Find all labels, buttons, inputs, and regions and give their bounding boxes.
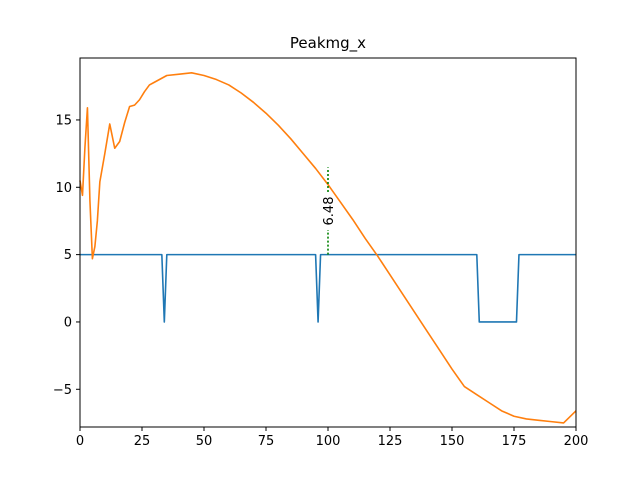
plot-frame bbox=[79, 57, 577, 428]
x-tick-label: 50 bbox=[196, 434, 213, 449]
series-line-peak_curve bbox=[79, 72, 577, 424]
x-tick-label: 150 bbox=[440, 434, 465, 449]
x-tick-label: 100 bbox=[316, 434, 341, 449]
y-axis: −5 0 5 10 15 bbox=[53, 113, 80, 398]
y-tick-label: 5 bbox=[64, 248, 72, 263]
y-tick-label: 0 bbox=[64, 315, 72, 330]
y-tick-label: 10 bbox=[55, 181, 72, 196]
x-tick-label: 175 bbox=[502, 434, 527, 449]
plot-area: 6.48 bbox=[79, 72, 577, 424]
x-axis: 0 25 50 75 100 125 150 175 200 bbox=[76, 427, 589, 449]
annotation-label: 6.48 bbox=[322, 197, 337, 226]
y-tick-label: −5 bbox=[53, 383, 72, 398]
x-tick-label: 75 bbox=[258, 434, 275, 449]
y-tick-label: 15 bbox=[55, 113, 72, 128]
series-line-signal_steps bbox=[80, 253, 576, 323]
x-tick-label: 0 bbox=[76, 434, 84, 449]
x-tick-label: 25 bbox=[134, 434, 151, 449]
x-tick-label: 125 bbox=[378, 434, 403, 449]
chart-title: Peakmg_x bbox=[290, 34, 366, 53]
x-tick-label: 200 bbox=[564, 434, 589, 449]
